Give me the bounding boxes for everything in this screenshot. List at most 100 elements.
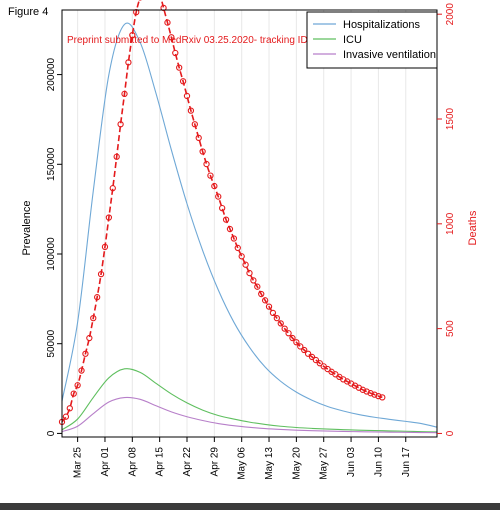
x-tick-label: Apr 08 [127,447,138,477]
y-tick-label: 0 [46,430,57,436]
deaths-point [312,356,320,364]
deaths-point [254,283,261,290]
y-tick-label: 100000 [46,237,57,271]
deaths-point [375,392,382,400]
deaths-point [86,334,93,342]
legend-label-invasive-ventilation: Invasive ventilation [343,49,436,61]
deaths-point [304,350,312,357]
deaths-point [187,107,195,114]
deaths-point [164,19,171,26]
deaths-point [281,325,288,332]
x-axis: Mar 25 Apr 01 Apr 08 Apr 15 Apr 22 Apr 29 May … [73,437,412,480]
y-axis-right: 0 500 1000 1500 2000 [437,3,456,436]
deaths-point [160,4,167,12]
x-tick-label: Apr 22 [182,447,193,477]
x-tick-label: Jun 10 [373,447,384,477]
deaths-point [168,34,175,41]
deaths-point [199,148,206,155]
deaths-line [61,0,383,423]
deaths-point [97,270,105,278]
deaths-point [66,405,73,412]
deaths-point [297,343,304,350]
x-tick-label: Mar 25 [73,447,84,479]
deaths-point [265,303,273,310]
legend: Hospitalizations ICU Invasive ventilation [306,11,438,69]
deaths-point [273,314,280,322]
deaths-point [133,8,140,16]
deaths-point [359,386,366,393]
series-lines [61,0,438,434]
bottom-bar [0,503,500,510]
legend-box [306,11,438,69]
y2-tick-label: 1500 [445,107,456,130]
deaths-point [121,90,128,97]
plot-frame [61,9,438,438]
deaths-point [125,59,132,66]
deaths-point [176,64,183,71]
deaths-point [226,225,234,233]
deaths-point [277,320,284,327]
y-tick-label: 150000 [46,147,57,181]
grid-lines [77,10,407,437]
x-tick-label: Apr 29 [209,447,220,477]
deaths-point [195,134,202,142]
x-tick-label: Apr 01 [100,447,111,477]
hospitalizations-line [61,22,438,428]
deaths-point [269,309,277,317]
y-axis-label: Prevalence [21,200,33,255]
deaths-point [246,269,253,277]
deaths-point [379,394,386,401]
y2-tick-label: 500 [445,320,456,337]
deaths-point [101,243,109,251]
deaths-point [179,78,187,85]
y2-tick-label: 1000 [445,212,456,235]
deaths-point [117,121,124,128]
deaths-point [238,253,245,260]
deaths-point [62,413,70,420]
deaths-markers [58,0,386,426]
deaths-point [219,204,226,212]
deaths-point [242,261,249,268]
y2-tick-label: 0 [445,430,456,436]
deaths-point [285,330,292,337]
x-tick-label: May 13 [264,447,275,480]
figure-label: Figure 4 [8,6,49,18]
x-tick-label: May 27 [319,447,330,480]
deaths-point [203,160,210,168]
deaths-point [250,277,257,284]
deaths-point [234,244,241,252]
x-tick-label: Apr 15 [155,447,166,477]
x-tick-label: Jun 03 [346,447,357,477]
deaths-point [308,353,316,361]
deaths-point [301,346,308,354]
deaths-point [183,92,191,100]
legend-label-icu: ICU [343,34,362,46]
deaths-point [82,350,89,357]
deaths-point [191,121,198,128]
y-axis-left: 0 50000 100000 150000 200000 [46,57,62,436]
deaths-point [109,185,116,192]
invasive-ventilation-line [61,396,438,434]
x-tick-label: Jun 17 [401,447,412,477]
deaths-point [90,314,97,322]
deaths-point [371,391,378,398]
deaths-point [207,172,214,179]
y-tick-label: 50000 [46,329,57,357]
y2-tick-label: 2000 [445,3,456,26]
deaths-point [129,32,136,39]
deaths-point [211,182,218,190]
icu-line [61,368,438,433]
deaths-point [70,390,77,397]
y-tick-label: 200000 [46,57,57,91]
watermark-text: Preprint submitted to MedRxiv 03.25.2020… [67,35,418,46]
deaths-point [215,193,222,200]
y2-axis-label: Deaths [467,210,479,245]
deaths-point [316,360,323,367]
deaths-point [363,388,370,395]
deaths-point [172,49,179,57]
deaths-point [261,297,269,304]
deaths-point [74,382,81,389]
deaths-point [289,334,296,342]
deaths-point [105,214,113,221]
